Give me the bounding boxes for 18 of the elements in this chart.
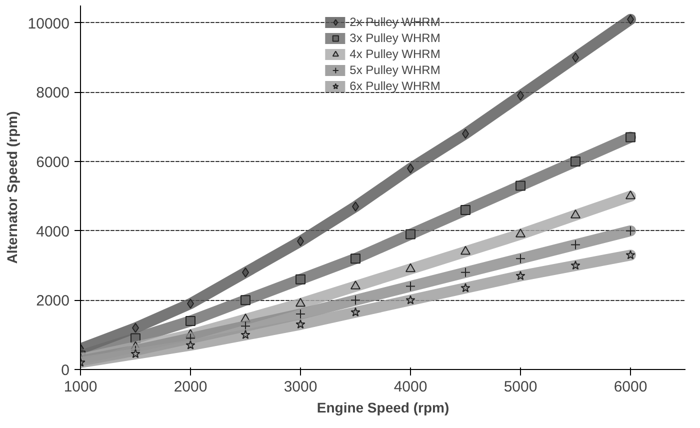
legend-label: 6x Pulley WHRM [350,79,440,93]
x-tick-label: 5000 [504,378,538,396]
legend-label: 5x Pulley WHRM [350,63,440,77]
x-tick-label: 3000 [284,378,318,396]
y-tick-label: 4000 [36,223,70,240]
y-tick-label: 6000 [36,154,70,171]
x-tick-label: 4000 [394,378,428,396]
legend-label: 3x Pulley WHRM [350,31,440,45]
x-axis-title: Engine Speed (rpm) [316,400,450,416]
y-tick-label: 10000 [28,15,70,32]
x-tick-label: 2000 [174,378,208,396]
x-tick-label: 1000 [64,378,98,396]
y-tick-label: 8000 [36,84,70,102]
y-tick-label: 0 [61,362,70,379]
y-tick-label: 2000 [36,292,70,310]
x-tick-label: 6000 [614,378,648,396]
legend-label: 4x Pulley WHRM [350,47,440,61]
y-axis-title: Alternator Speed (rpm) [4,111,20,264]
